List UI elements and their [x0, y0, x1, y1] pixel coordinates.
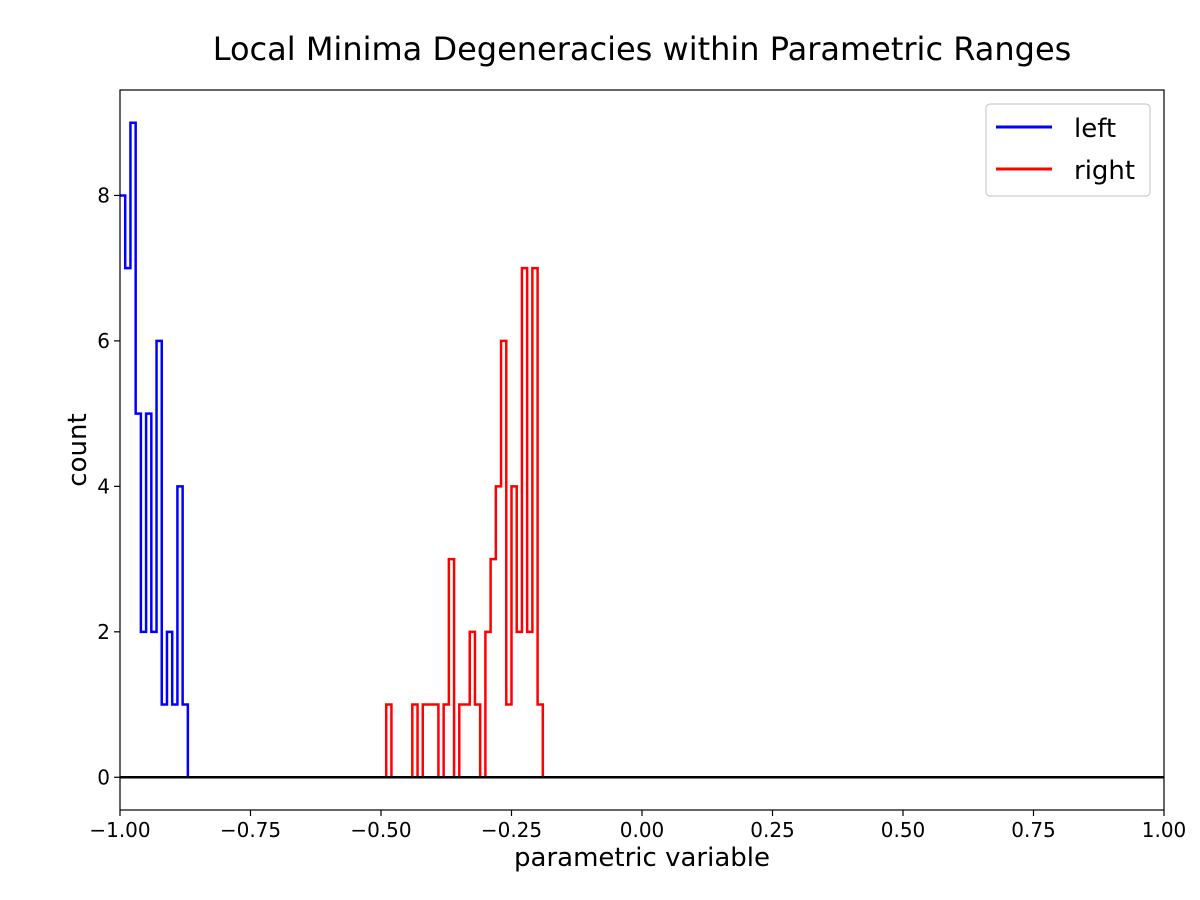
legend-label-left: left	[1074, 114, 1116, 144]
y-tick-label: 8	[97, 183, 110, 207]
plot-area	[120, 121, 1164, 779]
series-line-left	[120, 121, 1164, 779]
axis-ticks: −1.00 −0.75 −0.50 −0.25 0.00 0.25 0.50 0.75 1.00…	[89, 183, 1186, 842]
y-tick-label: 6	[97, 329, 110, 353]
x-tick-label: 0.25	[750, 818, 795, 842]
x-tick-label: −0.50	[350, 818, 411, 842]
x-tick-label: −1.00	[89, 818, 150, 842]
legend-label-right: right	[1074, 156, 1135, 186]
x-tick-label: 1.00	[1142, 818, 1187, 842]
series-line-right	[120, 266, 1164, 779]
legend: left right	[985, 103, 1151, 197]
y-tick-label: 2	[97, 620, 110, 644]
x-tick-label: −0.75	[220, 818, 281, 842]
chart-title: Local Minima Degeneracies within Paramet…	[213, 30, 1072, 68]
y-tick-label: 4	[97, 474, 110, 498]
x-tick-label: −0.25	[481, 818, 542, 842]
x-tick-label: 0.75	[1011, 818, 1056, 842]
y-axis-label: count	[63, 413, 93, 486]
x-tick-label: 0.00	[620, 818, 665, 842]
y-tick-label: 0	[97, 765, 110, 789]
x-tick-label: 0.50	[881, 818, 926, 842]
x-axis-label: parametric variable	[514, 843, 770, 873]
